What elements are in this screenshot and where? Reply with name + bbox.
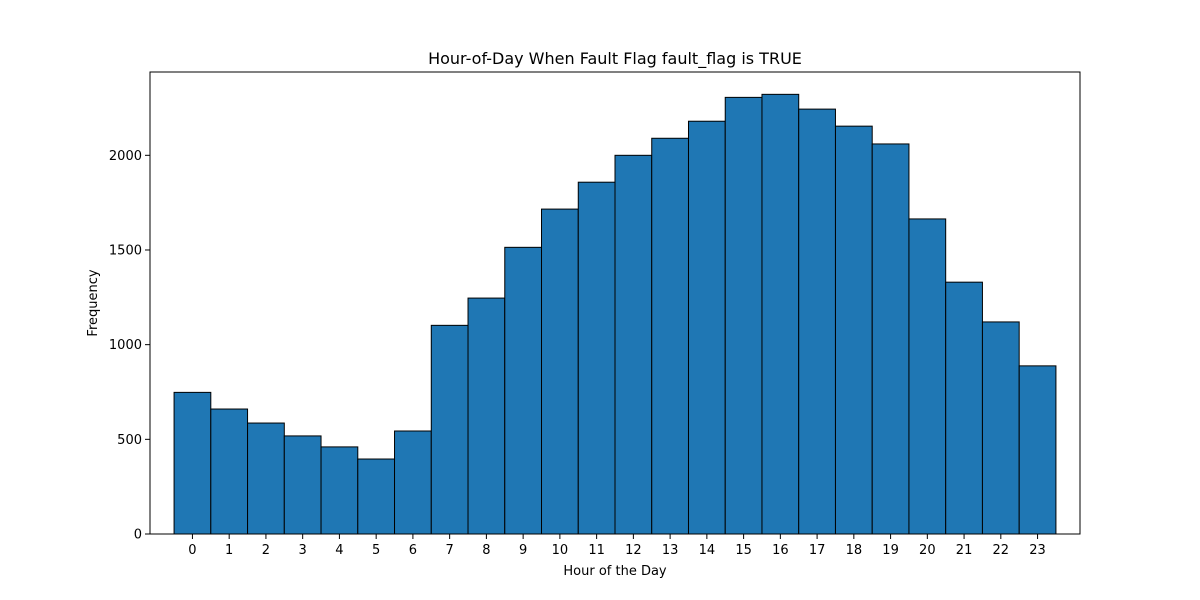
bar-hour-3: [283, 435, 322, 535]
x-tick-label: 13: [662, 543, 679, 558]
x-tick-label: 14: [699, 543, 716, 558]
x-tick-label: 0: [188, 543, 196, 558]
x-tick-label: 11: [588, 543, 605, 558]
bar-hour-20: [908, 218, 947, 535]
x-tick-label: 21: [956, 543, 973, 558]
x-tick-label: 10: [552, 543, 569, 558]
x-axis-ticks: 0 1 2 3 4 5 6 7 8 9 10 11 12 13 14 15 16 17 18 19 20 21 22 23: [188, 534, 1046, 558]
bars: [173, 93, 1057, 535]
bar-hour-13: [651, 137, 689, 535]
bar-hour-11: [577, 181, 616, 535]
x-tick-label: 17: [809, 543, 826, 558]
plot-area-frame: [149, 71, 1081, 535]
bar-hour-16: [761, 93, 800, 535]
bar-hour-8: [467, 297, 506, 535]
bar-hour-0: [173, 391, 212, 535]
y-tick-label: 1000: [109, 338, 142, 353]
x-tick-label: 4: [335, 543, 343, 558]
bar-hour-4: [320, 446, 359, 535]
x-tick-label: 23: [1029, 543, 1046, 558]
x-tick-label: 3: [299, 543, 307, 558]
y-tick-label: 500: [117, 433, 142, 448]
bar-hour-21: [945, 281, 983, 535]
y-tick-label: 1500: [109, 243, 142, 258]
bar-hour-9: [504, 246, 543, 535]
chart-title: Hour-of-Day When Fault Flag fault_flag i…: [428, 49, 802, 69]
x-tick-label: 19: [882, 543, 899, 558]
bar-hour-12: [614, 154, 653, 535]
bar-hour-14: [687, 120, 726, 535]
bar-hour-17: [798, 108, 836, 535]
x-tick-label: 7: [446, 543, 454, 558]
y-tick-label: 2000: [109, 149, 142, 164]
x-tick-label: 18: [846, 543, 863, 558]
bar-hour-18: [834, 125, 873, 535]
bar-hour-23: [1018, 365, 1057, 535]
x-axis-label: Hour of the Day: [563, 564, 667, 579]
bar-hour-5: [357, 458, 396, 535]
x-tick-label: 15: [735, 543, 752, 558]
bar-hour-19: [871, 143, 910, 535]
bar-hour-1: [210, 408, 249, 535]
bar-hour-7: [430, 324, 469, 535]
x-tick-label: 5: [372, 543, 380, 558]
bar-hour-22: [981, 321, 1020, 535]
x-tick-label: 2: [262, 543, 270, 558]
bar-hour-6: [394, 430, 432, 535]
y-tick-label: 0: [134, 528, 142, 543]
x-tick-label: 12: [625, 543, 642, 558]
x-tick-label: 20: [919, 543, 936, 558]
x-tick-label: 8: [482, 543, 490, 558]
x-tick-label: 16: [772, 543, 789, 558]
x-tick-label: 9: [519, 543, 527, 558]
y-axis-ticks: 0 500 1000 1500 2000: [109, 149, 150, 543]
x-tick-label: 1: [225, 543, 233, 558]
y-axis-label: Frequency: [86, 269, 101, 336]
x-tick-label: 6: [409, 543, 417, 558]
bar-hour-15: [724, 96, 763, 535]
bar-hour-2: [247, 422, 285, 535]
x-tick-label: 22: [993, 543, 1010, 558]
bar-hour-10: [541, 208, 579, 535]
